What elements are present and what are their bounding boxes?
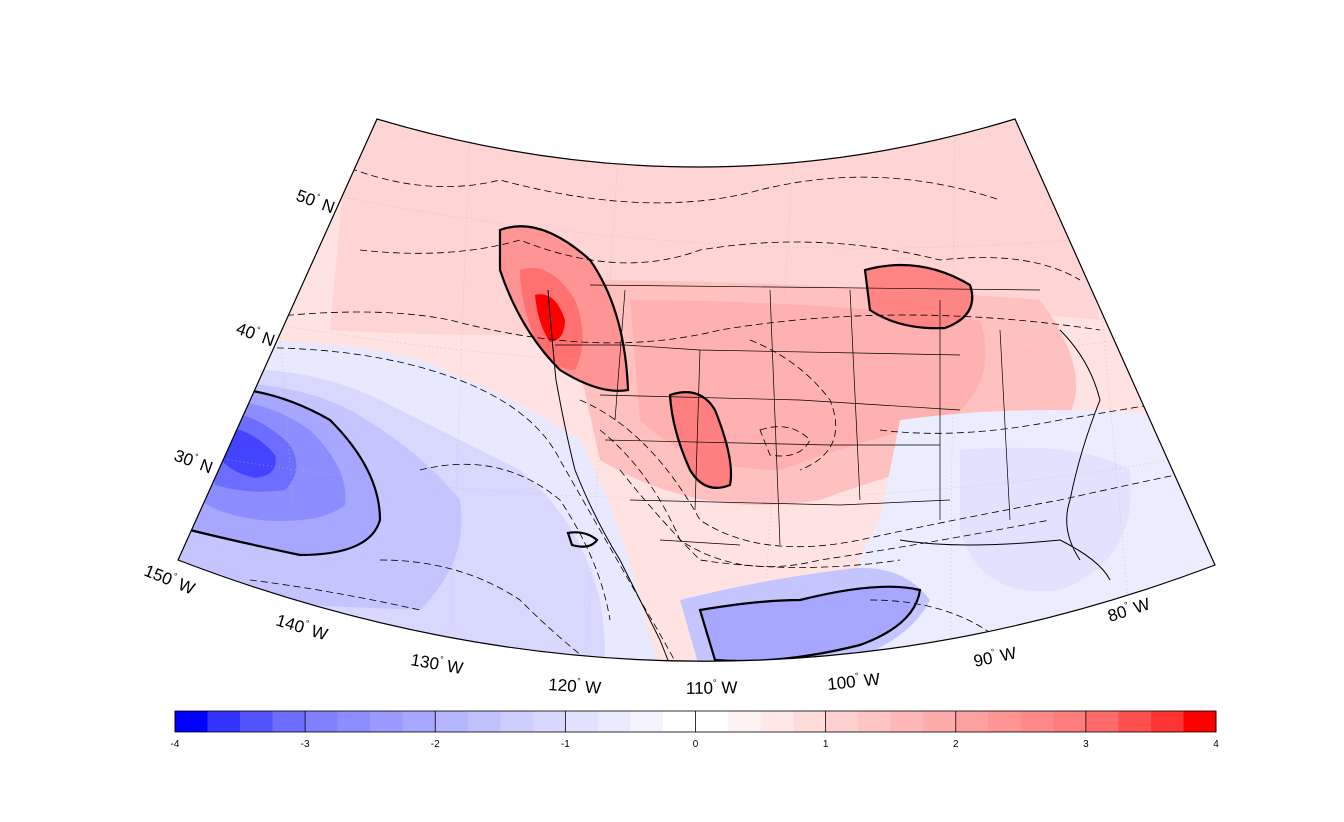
colorbar-swatch <box>1118 711 1152 732</box>
colorbar-swatch <box>1053 711 1087 732</box>
lon-label-140: 140° W <box>274 610 330 645</box>
colorbar-swatch <box>402 711 436 732</box>
boundaries <box>547 284 1111 662</box>
colorbar-tick-label: 1 <box>823 739 829 750</box>
lon-label-100: 100° W <box>826 669 881 694</box>
colorbar-tick-label: -3 <box>301 739 310 750</box>
colorbar-swatch <box>1020 711 1054 732</box>
colorbar-ticks: -4 -3 -2 -1 0 1 2 3 4 <box>171 711 1219 750</box>
colorbar-swatch <box>695 711 729 732</box>
colorbar-swatch <box>337 711 371 732</box>
colorbar-swatch <box>955 711 989 732</box>
lon-label-150: 150° W <box>142 560 198 598</box>
colorbar-swatch <box>240 711 273 732</box>
colorbar-swatch <box>793 711 826 732</box>
colorbar-swatch <box>1183 711 1217 732</box>
colorbar-swatch <box>923 711 957 732</box>
colorbar-swatch <box>988 711 1022 732</box>
colorbar-swatch <box>662 711 696 732</box>
colorbar-tick-label: -4 <box>171 739 180 750</box>
graticule <box>199 124 1171 662</box>
lon-label-80: 80° W <box>1105 593 1152 625</box>
colorbar <box>174 710 1217 733</box>
bold-contours <box>189 225 974 662</box>
colorbar-swatch <box>597 711 631 732</box>
colorbar-swatch <box>858 711 891 732</box>
colorbar-tick-label: 4 <box>1213 739 1219 750</box>
colorbar-swatch <box>565 711 599 732</box>
colorbar-swatch <box>1085 711 1119 732</box>
colorbar-tick-label: 0 <box>693 739 699 750</box>
colorbar-swatch <box>760 711 794 732</box>
lat-label-50: 50° N <box>294 185 338 217</box>
colorbar-swatch <box>207 711 241 732</box>
colorbar-swatch <box>890 711 924 732</box>
colorbar-swatch <box>1150 711 1184 732</box>
longitude-labels: 150° W 140° W 130° W 120° W 110° W 100° … <box>142 560 1153 698</box>
colorbar-swatch <box>728 711 761 732</box>
lon-label-90: 90° W <box>972 642 1019 671</box>
colorbar-swatch <box>500 711 534 732</box>
colorbar-swatch <box>435 711 469 732</box>
colorbar-swatch <box>175 711 208 732</box>
lon-label-110: 110° W <box>686 677 738 698</box>
domain-outline <box>177 118 1216 662</box>
colorbar-tick-label: -1 <box>561 739 570 750</box>
colorbar-swatch <box>825 711 859 732</box>
colorbar-swatch <box>272 711 306 732</box>
colorbar-swatch <box>467 711 501 732</box>
colorbar-tick-label: -2 <box>431 739 440 750</box>
lon-label-130: 130° W <box>409 649 464 678</box>
colorbar-swatch <box>532 711 566 732</box>
colorbar-swatch <box>370 711 404 732</box>
dashed-contours <box>178 159 1201 662</box>
lat-label-40: 40° N <box>234 318 278 350</box>
lat-label-30: 30° N <box>172 445 216 477</box>
colorbar-tick-label: 3 <box>1083 739 1089 750</box>
colorbar-swatch <box>305 711 338 732</box>
lon-label-120: 120° W <box>548 674 602 698</box>
colorbar-swatch <box>630 711 664 732</box>
colorbar-tick-label: 2 <box>953 739 959 750</box>
